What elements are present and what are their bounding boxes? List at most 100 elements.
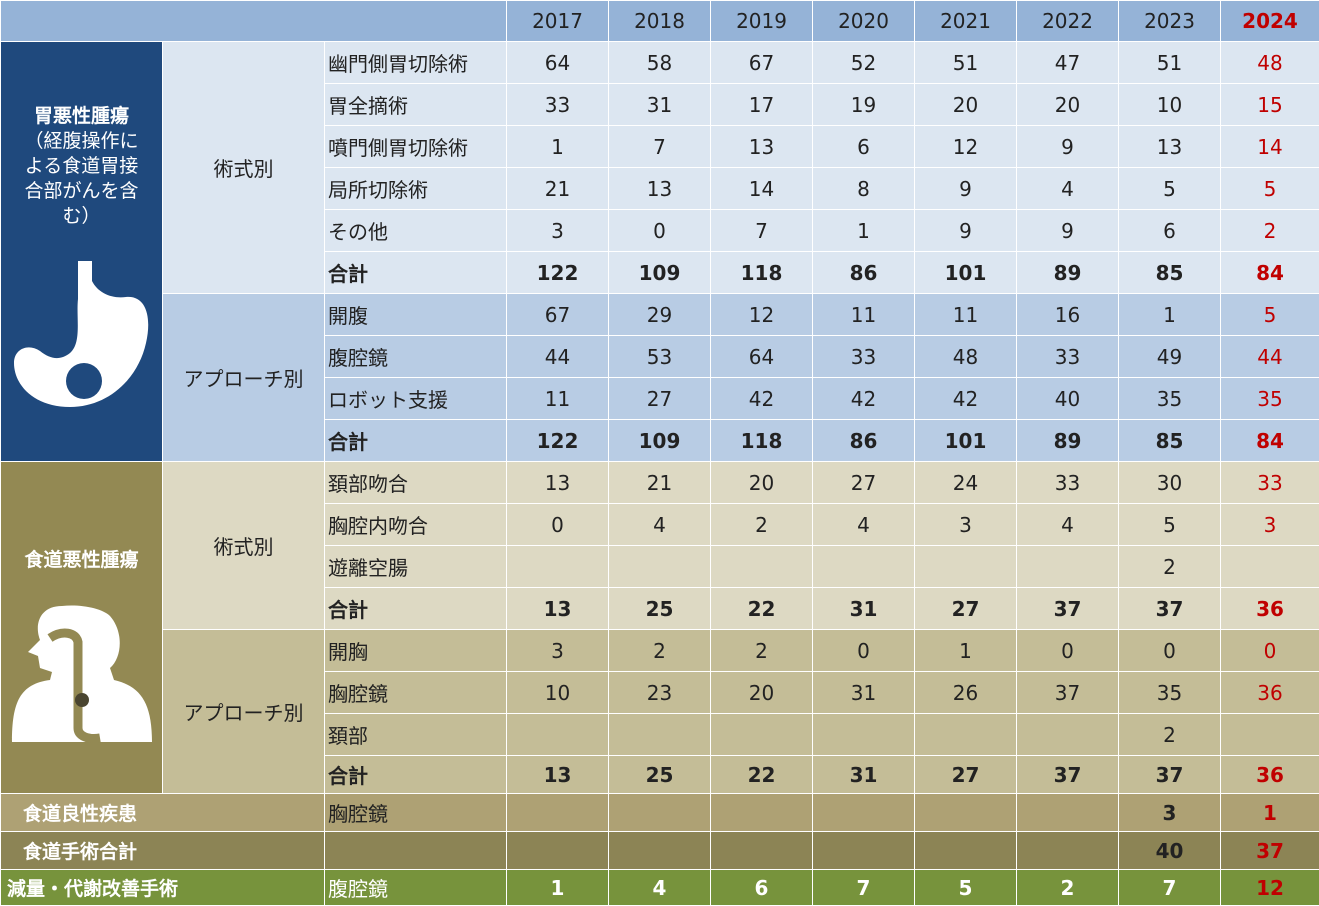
- value-cell: 12: [711, 294, 813, 336]
- summary-title: 減量・代謝改善手術: [1, 870, 325, 906]
- value-cell: 101: [915, 420, 1017, 462]
- value-cell: 40: [1119, 832, 1221, 870]
- value-cell: 67: [711, 42, 813, 84]
- stomach-group-cell: 胃悪性腫瘍 （経腹操作に よる食道胃接 合部がんを含 む）: [1, 42, 163, 462]
- value-cell: 27: [813, 462, 915, 504]
- value-cell: [711, 546, 813, 588]
- value-cell: 31: [609, 84, 711, 126]
- value-cell: 33: [1221, 462, 1319, 504]
- value-cell: 5: [1119, 504, 1221, 546]
- value-cell: [1017, 714, 1119, 756]
- value-cell: 2: [1119, 546, 1221, 588]
- value-cell: 13: [711, 126, 813, 168]
- value-cell: 36: [1221, 756, 1319, 794]
- value-cell: 13: [507, 588, 609, 630]
- value-cell: 21: [609, 462, 711, 504]
- value-cell: 6: [711, 870, 813, 906]
- year-header: 2024: [1221, 1, 1319, 42]
- value-cell: 37: [1119, 756, 1221, 794]
- year-header: 2020: [813, 1, 915, 42]
- procedure-label: 胸腔鏡: [325, 672, 507, 714]
- value-cell: 4: [1017, 168, 1119, 210]
- value-cell: 86: [813, 420, 915, 462]
- value-cell: 29: [609, 294, 711, 336]
- table-row: 胃悪性腫瘍 （経腹操作に よる食道胃接 合部がんを含 む） 術式別幽門側胃切除術…: [1, 42, 1319, 84]
- value-cell: 6: [1119, 210, 1221, 252]
- procedure-label: 合計: [325, 252, 507, 294]
- value-cell: 5: [1221, 168, 1319, 210]
- value-cell: 37: [1221, 832, 1319, 870]
- procedure-label: 開胸: [325, 630, 507, 672]
- value-cell: 49: [1119, 336, 1221, 378]
- year-header: 2022: [1017, 1, 1119, 42]
- value-cell: 35: [1119, 672, 1221, 714]
- value-cell: [507, 714, 609, 756]
- value-cell: 11: [507, 378, 609, 420]
- value-cell: 35: [1221, 378, 1319, 420]
- value-cell: 44: [1221, 336, 1319, 378]
- procedure-label: 噴門側胃切除術: [325, 126, 507, 168]
- value-cell: 1: [507, 870, 609, 906]
- value-cell: 122: [507, 420, 609, 462]
- value-cell: 47: [1017, 42, 1119, 84]
- value-cell: 2: [711, 630, 813, 672]
- value-cell: 36: [1221, 588, 1319, 630]
- value-cell: 36: [1221, 672, 1319, 714]
- value-cell: 0: [1017, 630, 1119, 672]
- value-cell: 2: [1017, 870, 1119, 906]
- value-cell: 37: [1017, 672, 1119, 714]
- value-cell: 67: [507, 294, 609, 336]
- value-cell: 109: [609, 420, 711, 462]
- value-cell: 13: [507, 462, 609, 504]
- procedure-label: 遊離空腸: [325, 546, 507, 588]
- value-cell: 85: [1119, 420, 1221, 462]
- value-cell: [609, 714, 711, 756]
- value-cell: 3: [507, 210, 609, 252]
- value-cell: 9: [1017, 126, 1119, 168]
- value-cell: 1: [1221, 794, 1319, 832]
- value-cell: 0: [609, 210, 711, 252]
- value-cell: 118: [711, 252, 813, 294]
- value-cell: 11: [915, 294, 1017, 336]
- value-cell: 0: [1221, 630, 1319, 672]
- value-cell: 27: [609, 378, 711, 420]
- value-cell: 10: [1119, 84, 1221, 126]
- value-cell: 33: [1017, 462, 1119, 504]
- value-cell: 30: [1119, 462, 1221, 504]
- summary-title: 食道手術合計: [1, 832, 325, 870]
- value-cell: 33: [1017, 336, 1119, 378]
- value-cell: 0: [507, 504, 609, 546]
- value-cell: 31: [813, 672, 915, 714]
- value-cell: 15: [1221, 84, 1319, 126]
- value-cell: 16: [1017, 294, 1119, 336]
- value-cell: 5: [915, 870, 1017, 906]
- value-cell: [1221, 714, 1319, 756]
- value-cell: [609, 794, 711, 832]
- procedure-label: 合計: [325, 420, 507, 462]
- procedure-label: ロボット支援: [325, 378, 507, 420]
- procedure-label: [325, 832, 507, 870]
- header-row: 2017 2018 2019 2020 2021 2022 2023 2024: [1, 1, 1319, 42]
- value-cell: 20: [711, 462, 813, 504]
- stomach-group-title: 胃悪性腫瘍: [1, 104, 162, 129]
- value-cell: 2: [609, 630, 711, 672]
- value-cell: 9: [1017, 210, 1119, 252]
- value-cell: 109: [609, 252, 711, 294]
- value-cell: 35: [1119, 378, 1221, 420]
- subgroup-label: アプローチ別: [163, 294, 325, 462]
- value-cell: [609, 546, 711, 588]
- value-cell: 64: [507, 42, 609, 84]
- value-cell: 20: [711, 672, 813, 714]
- value-cell: [813, 714, 915, 756]
- value-cell: 84: [1221, 420, 1319, 462]
- value-cell: 1: [1119, 294, 1221, 336]
- value-cell: 6: [813, 126, 915, 168]
- value-cell: 42: [813, 378, 915, 420]
- value-cell: 20: [1017, 84, 1119, 126]
- value-cell: [711, 714, 813, 756]
- value-cell: 22: [711, 756, 813, 794]
- value-cell: 3: [1221, 504, 1319, 546]
